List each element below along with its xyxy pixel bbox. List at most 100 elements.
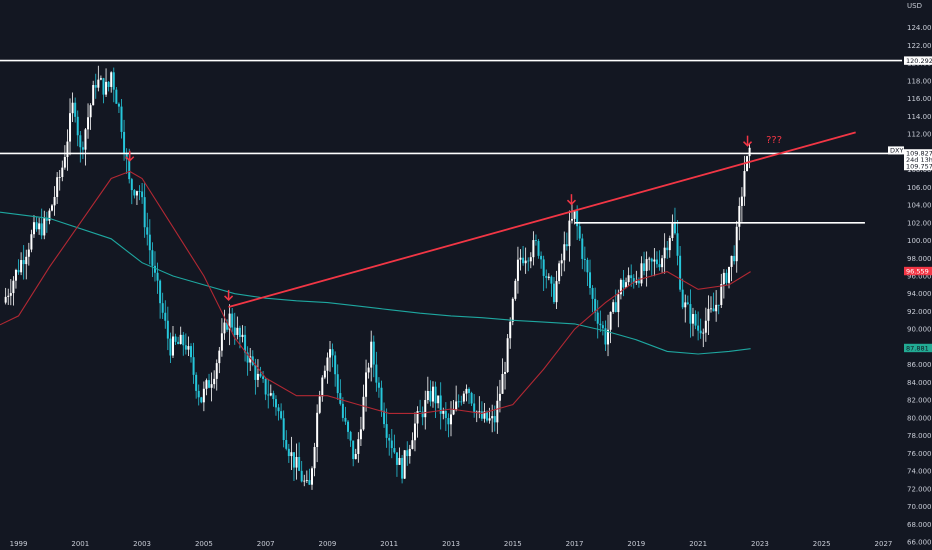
- candle-body: [609, 311, 612, 330]
- x-tick-label: 2019: [627, 540, 645, 548]
- candle-body: [576, 210, 579, 227]
- annotation-text[interactable]: ???: [766, 135, 782, 146]
- candle-body: [84, 129, 87, 150]
- candle-body: [97, 79, 100, 88]
- candle-body: [27, 249, 30, 257]
- candle-body: [148, 234, 151, 251]
- candle-body: [226, 322, 229, 330]
- y-tick-label: 122.000: [907, 42, 932, 50]
- candle-body: [468, 388, 471, 393]
- candle-body: [709, 308, 712, 310]
- candle-body: [179, 334, 182, 345]
- price-badge: [904, 266, 932, 276]
- candle-body: [153, 265, 156, 273]
- candle-body: [501, 373, 504, 394]
- y-tick-label: 106.000: [907, 184, 932, 192]
- candle-body: [17, 269, 20, 273]
- candle-body: [632, 278, 635, 283]
- y-tick-label: 74.000: [907, 468, 932, 476]
- candle-body: [380, 387, 383, 411]
- candle-body: [619, 279, 622, 295]
- candle-body: [200, 397, 203, 403]
- candle-body: [45, 218, 48, 221]
- candle-body: [473, 403, 476, 413]
- candle-body: [202, 388, 205, 403]
- candle-body: [395, 452, 398, 465]
- x-tick-label: 2023: [751, 540, 769, 548]
- candle-body: [184, 345, 187, 350]
- candle-body: [69, 113, 72, 142]
- candle-body: [408, 448, 411, 457]
- price-badge: [904, 343, 932, 353]
- candle-body: [419, 411, 422, 412]
- candle-body: [151, 250, 154, 266]
- x-axis[interactable]: 1999 2001 2003 2005 2007 2009 2011 2013 2015 2017…: [10, 540, 893, 548]
- candle-body: [599, 323, 602, 326]
- x-tick-label: 2001: [71, 540, 89, 548]
- candle-body: [112, 72, 115, 90]
- x-tick-label: 2027: [875, 540, 893, 548]
- candle-body: [4, 296, 7, 303]
- candle-body: [164, 312, 167, 321]
- candle-body: [645, 259, 648, 271]
- candle-body: [81, 147, 84, 150]
- candle-body: [352, 440, 355, 460]
- candle-body: [390, 440, 393, 449]
- candle-body: [509, 321, 512, 339]
- candle-body: [604, 328, 607, 345]
- candle-body: [614, 302, 617, 313]
- candle-body: [568, 220, 571, 247]
- x-tick-label: 2015: [504, 540, 522, 548]
- candle-body: [470, 392, 473, 404]
- candle-body: [305, 480, 308, 481]
- candle-body: [334, 355, 337, 375]
- candle-body: [673, 222, 676, 234]
- y-tick-label: 70.000: [907, 503, 932, 511]
- candle-body: [460, 401, 463, 403]
- candle-body: [282, 418, 285, 441]
- candle-body: [362, 396, 365, 430]
- candle-body: [416, 411, 419, 424]
- candle-body: [20, 260, 23, 273]
- symbol-badge: [888, 146, 904, 155]
- y-tick-label: 82.000: [907, 397, 932, 405]
- candle-body: [92, 85, 95, 106]
- candle-body: [295, 456, 298, 468]
- x-tick-label: 2011: [380, 540, 398, 548]
- candle-body: [540, 255, 543, 260]
- candle-body: [686, 302, 689, 305]
- candle-body: [429, 391, 432, 402]
- candle-body: [117, 103, 120, 107]
- candle-body: [532, 240, 535, 258]
- resistance-trendline[interactable]: [228, 131, 856, 308]
- candle-body: [439, 395, 442, 414]
- candle-body: [715, 304, 718, 312]
- x-tick-label: 2025: [813, 540, 831, 548]
- candle-body: [58, 177, 61, 178]
- candle-body: [704, 320, 707, 333]
- candle-body: [733, 255, 736, 262]
- price-badge-label: 24d 13h: [906, 156, 932, 164]
- candle-body: [318, 396, 321, 413]
- candle-body: [480, 411, 483, 419]
- candle-body: [462, 393, 465, 402]
- candle-body: [128, 159, 131, 180]
- candle-body: [61, 167, 64, 178]
- candle-body: [527, 260, 530, 262]
- candle-body: [516, 259, 519, 281]
- candle-body: [622, 279, 625, 288]
- candle-body: [625, 282, 628, 288]
- candle-body: [233, 327, 236, 335]
- drawings-layer[interactable]: ???: [0, 59, 902, 308]
- candle-body: [130, 179, 133, 191]
- y-tick-label: 86.000: [907, 361, 932, 369]
- candle-body: [349, 431, 352, 441]
- candle-body: [511, 298, 514, 322]
- candle-body: [347, 421, 350, 432]
- candle-body: [689, 304, 692, 324]
- candle-body: [666, 247, 669, 251]
- candle-body: [269, 393, 272, 396]
